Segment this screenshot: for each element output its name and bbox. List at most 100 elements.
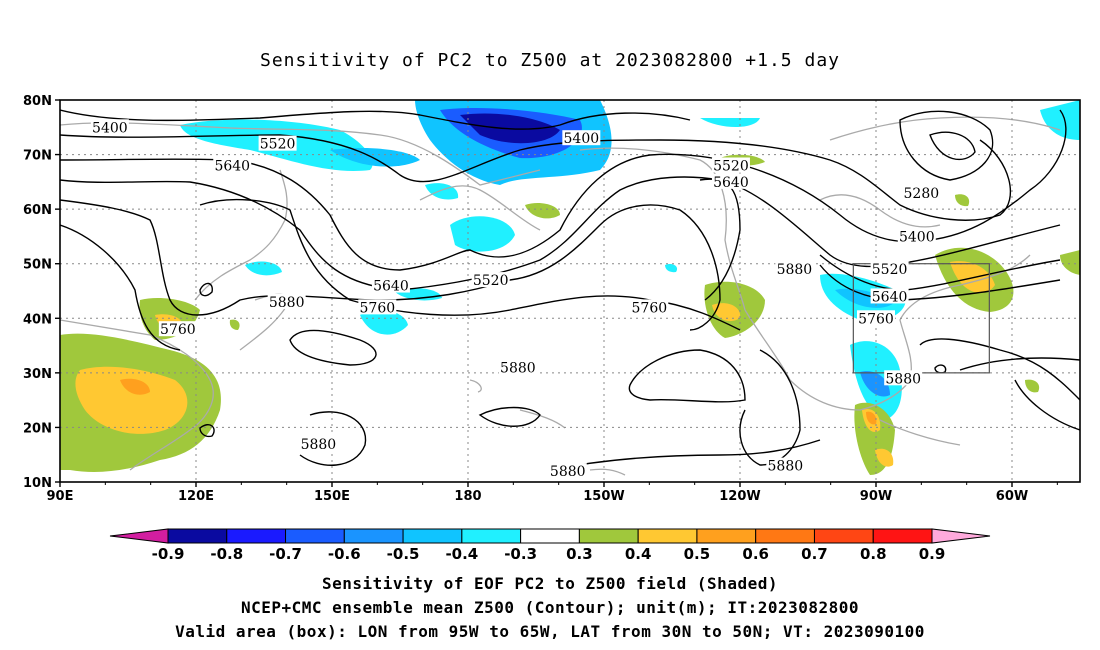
contour-label: 5280	[904, 186, 940, 202]
contour-label: 5640	[872, 289, 908, 305]
lat-tick-label: 30N	[23, 367, 52, 382]
contour-label: 5400	[899, 229, 935, 245]
lon-tick-label: 90W	[860, 489, 892, 504]
colorbar: -0.9 -0.8 -0.7 -0.6 -0.5 -0.4 -0.3 0.3 0.4 0.5 0.6…	[109, 528, 991, 563]
colorbar-label: 0.9	[919, 545, 946, 563]
colorbar-swatch	[167, 528, 228, 544]
contour-label-bg	[766, 457, 805, 473]
contour-label-bg	[498, 359, 537, 375]
contour-label: 5880	[269, 295, 305, 311]
lon-tick-label: 180	[454, 489, 481, 504]
colorbar-swatch	[520, 528, 580, 544]
coastline-layer	[60, 116, 1061, 476]
lon-tick-label: 120W	[719, 489, 760, 504]
contour-label: 5880	[768, 459, 804, 475]
contour-label: 5760	[160, 322, 196, 338]
lat-tick-label: 70N	[23, 149, 52, 164]
colorbar-swatch	[813, 528, 874, 544]
contour-label-bg	[267, 293, 306, 309]
contour-label: 5640	[713, 175, 749, 191]
colorbar-swatch	[578, 528, 639, 544]
lat-tick-label: 20N	[23, 421, 52, 436]
contour-label-bg	[711, 157, 750, 173]
colorbar-label: -0.4	[445, 545, 478, 563]
colorbar-label: 0.5	[684, 545, 711, 563]
colorbar-swatch	[402, 528, 463, 544]
colorbar-swatch	[755, 528, 815, 544]
map-frame	[59, 99, 1081, 483]
lon-tick-label: 60W	[996, 489, 1028, 504]
colorbar-label: 0.8	[860, 545, 887, 563]
contour-label: 5520	[473, 273, 509, 289]
footer-line-2: NCEP+CMC ensemble mean Z500 (Contour); u…	[240, 598, 860, 617]
contour-label-bg	[90, 119, 129, 135]
lat-tick-label: 10N	[23, 476, 52, 491]
colorbar-label: -0.8	[210, 545, 243, 563]
contour-label: 5760	[360, 300, 396, 316]
z500-contours	[60, 109, 1080, 471]
contour-label: 5640	[214, 158, 250, 174]
contour-label-bg	[711, 173, 750, 189]
colorbar-label: -0.7	[269, 545, 302, 563]
lon-tick-label: 90E	[47, 489, 74, 504]
contour-label-bg	[870, 288, 909, 304]
contour-label-bg	[258, 135, 297, 151]
lon-tick-label: 120E	[178, 489, 214, 504]
colorbar-swatch	[461, 528, 522, 544]
contour-label: 5880	[550, 464, 586, 480]
contour-label-bg	[299, 435, 338, 451]
contour-label: 5880	[500, 360, 536, 376]
colorbar-swatch	[637, 528, 698, 544]
footer-line-1: Sensitivity of EOF PC2 to Z500 field (Sh…	[322, 574, 778, 593]
colorbar-swatch	[343, 528, 404, 544]
shading-layer	[60, 100, 1080, 475]
lat-tick-label: 60N	[23, 203, 52, 218]
colorbar-swatch	[696, 528, 757, 544]
colorbar-label: 0.3	[566, 545, 593, 563]
contour-label-bg	[562, 130, 601, 146]
footer-line-3: Valid area (box): LON from 95W to 65W, L…	[175, 622, 925, 641]
colorbar-swatch	[285, 528, 345, 544]
lon-tick-label: 150W	[583, 489, 624, 504]
colorbar-swatch	[872, 528, 933, 544]
lat-tick-label: 50N	[23, 258, 52, 273]
colorbar-label: -0.5	[387, 545, 420, 563]
colorbar-swatch	[226, 528, 287, 544]
contour-labels: 5400552056405400552056405280540055205880…	[90, 119, 941, 480]
contour-label: 5520	[872, 262, 908, 278]
figure-title: Sensitivity of PC2 to Z500 at 2023082800…	[259, 50, 840, 71]
contour-label-bg	[213, 157, 252, 173]
colorbar-high-triangle	[931, 528, 991, 544]
contour-label: 5400	[92, 120, 128, 136]
contour-label-bg	[884, 370, 923, 386]
colorbar-label: 0.6	[742, 545, 769, 563]
contour-label-bg	[902, 184, 941, 200]
grid-lines	[60, 100, 1080, 482]
colorbar-low-triangle	[109, 528, 169, 544]
contour-label: 5760	[632, 300, 668, 316]
contour-label: 5640	[373, 279, 409, 295]
contour-label-bg	[897, 228, 936, 244]
colorbar-label: -0.6	[328, 545, 361, 563]
contour-label-bg	[371, 277, 410, 293]
contour-label: 5520	[260, 137, 296, 153]
contour-label: 5880	[301, 437, 337, 453]
contour-label-bg	[870, 261, 909, 277]
contour-label-bg	[158, 321, 197, 337]
contour-label-bg	[775, 261, 814, 277]
contour-label: 5760	[858, 311, 894, 327]
contour-label-bg	[548, 463, 587, 479]
colorbar-label: 0.4	[625, 545, 652, 563]
contour-label: 5520	[713, 158, 749, 174]
colorbar-label: 0.7	[801, 545, 828, 563]
contour-label-bg	[471, 272, 510, 288]
contour-label-bg	[630, 299, 669, 315]
contour-label: 5400	[564, 131, 600, 147]
colorbar-label: -0.3	[504, 545, 537, 563]
lat-tick-label: 40N	[23, 312, 52, 327]
contour-label-bg	[857, 310, 895, 326]
lat-tick-label: 80N	[23, 94, 52, 109]
lon-tick-label: 150E	[314, 489, 350, 504]
